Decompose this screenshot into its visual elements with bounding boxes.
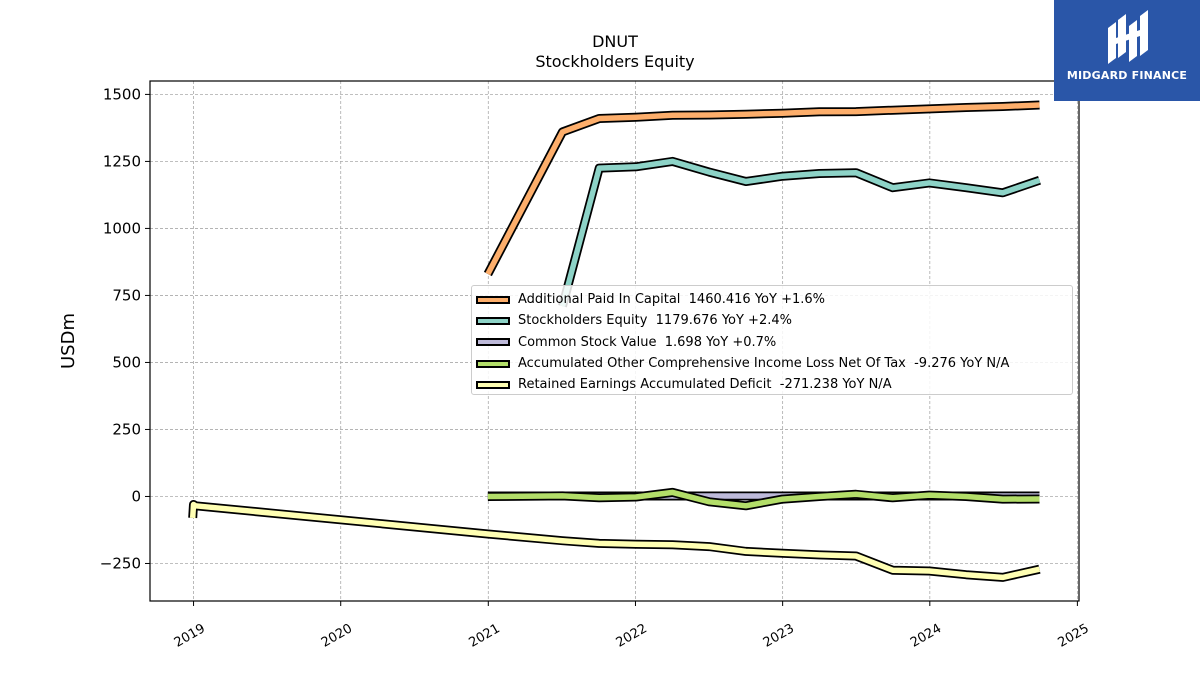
series-additional-paid-in-capital (483, 100, 1040, 277)
legend-swatch (476, 380, 510, 389)
legend-label: Stockholders Equity 1179.676 YoY +2.4% (518, 313, 792, 329)
legend-swatch (476, 316, 510, 325)
y-tick-label: 1250 (103, 152, 141, 170)
y-tick-label: 0 (131, 487, 141, 505)
legend-label: Retained Earnings Accumulated Deficit -2… (518, 377, 892, 393)
x-tick-label: 2023 (761, 621, 797, 651)
y-tick-label: 500 (112, 353, 141, 371)
series-lines (188, 100, 1041, 582)
legend-item-accumulated-oci: Accumulated Other Comprehensive Income L… (472, 353, 1072, 374)
series-retained-earnings-accumulated-deficit (188, 500, 1041, 582)
series-line (189, 501, 1041, 581)
series-line (559, 158, 1041, 307)
legend-swatch (476, 338, 510, 347)
y-tick-label: −250 (100, 554, 141, 572)
x-tick-label: 2022 (614, 621, 650, 651)
x-tick-label: 2021 (466, 621, 502, 651)
brand-logo: MIDGARD FINANCE (1054, 0, 1200, 101)
logo-mark-icon (1108, 10, 1148, 64)
y-axis-label: USDm (58, 313, 79, 369)
legend-item-retained-earnings: Retained Earnings Accumulated Deficit -2… (472, 374, 1072, 395)
series-stockholders-equity (558, 156, 1041, 308)
legend-item-common-stock-value: Common Stock Value 1.698 YoY +0.7% (472, 332, 1072, 353)
x-tick-label: 2024 (908, 621, 944, 651)
series-accumulated-other-comprehensive-income-loss-net-of-tax (487, 487, 1040, 511)
y-tick-label: 750 (112, 286, 141, 304)
series-line (487, 489, 1040, 509)
plot-frame (149, 80, 1080, 602)
y-tick-label: 1500 (103, 85, 141, 103)
legend-swatch (476, 359, 510, 368)
chart-legend: Additional Paid In Capital 1460.416 YoY … (471, 285, 1073, 395)
x-tick-label: 2019 (172, 621, 208, 651)
legend-item-additional-paid-in-capital: Additional Paid In Capital 1460.416 YoY … (472, 289, 1072, 310)
y-tick-label: 250 (112, 420, 141, 438)
legend-label: Common Stock Value 1.698 YoY +0.7% (518, 334, 777, 350)
legend-swatch (476, 295, 510, 304)
chart-title: DNUT (592, 32, 638, 51)
logo-text: MIDGARD FINANCE (1066, 69, 1188, 82)
chart-subtitle: Stockholders Equity (535, 52, 695, 71)
x-tick-label: 2020 (319, 621, 355, 651)
series-line (485, 102, 1040, 276)
x-tick-label: 2025 (1056, 621, 1092, 651)
y-tick-label: 1000 (103, 219, 141, 237)
legend-item-stockholders-equity: Stockholders Equity 1179.676 YoY +2.4% (472, 310, 1072, 331)
legend-label: Accumulated Other Comprehensive Income L… (518, 356, 1010, 372)
legend-label: Additional Paid In Capital 1460.416 YoY … (518, 292, 825, 308)
